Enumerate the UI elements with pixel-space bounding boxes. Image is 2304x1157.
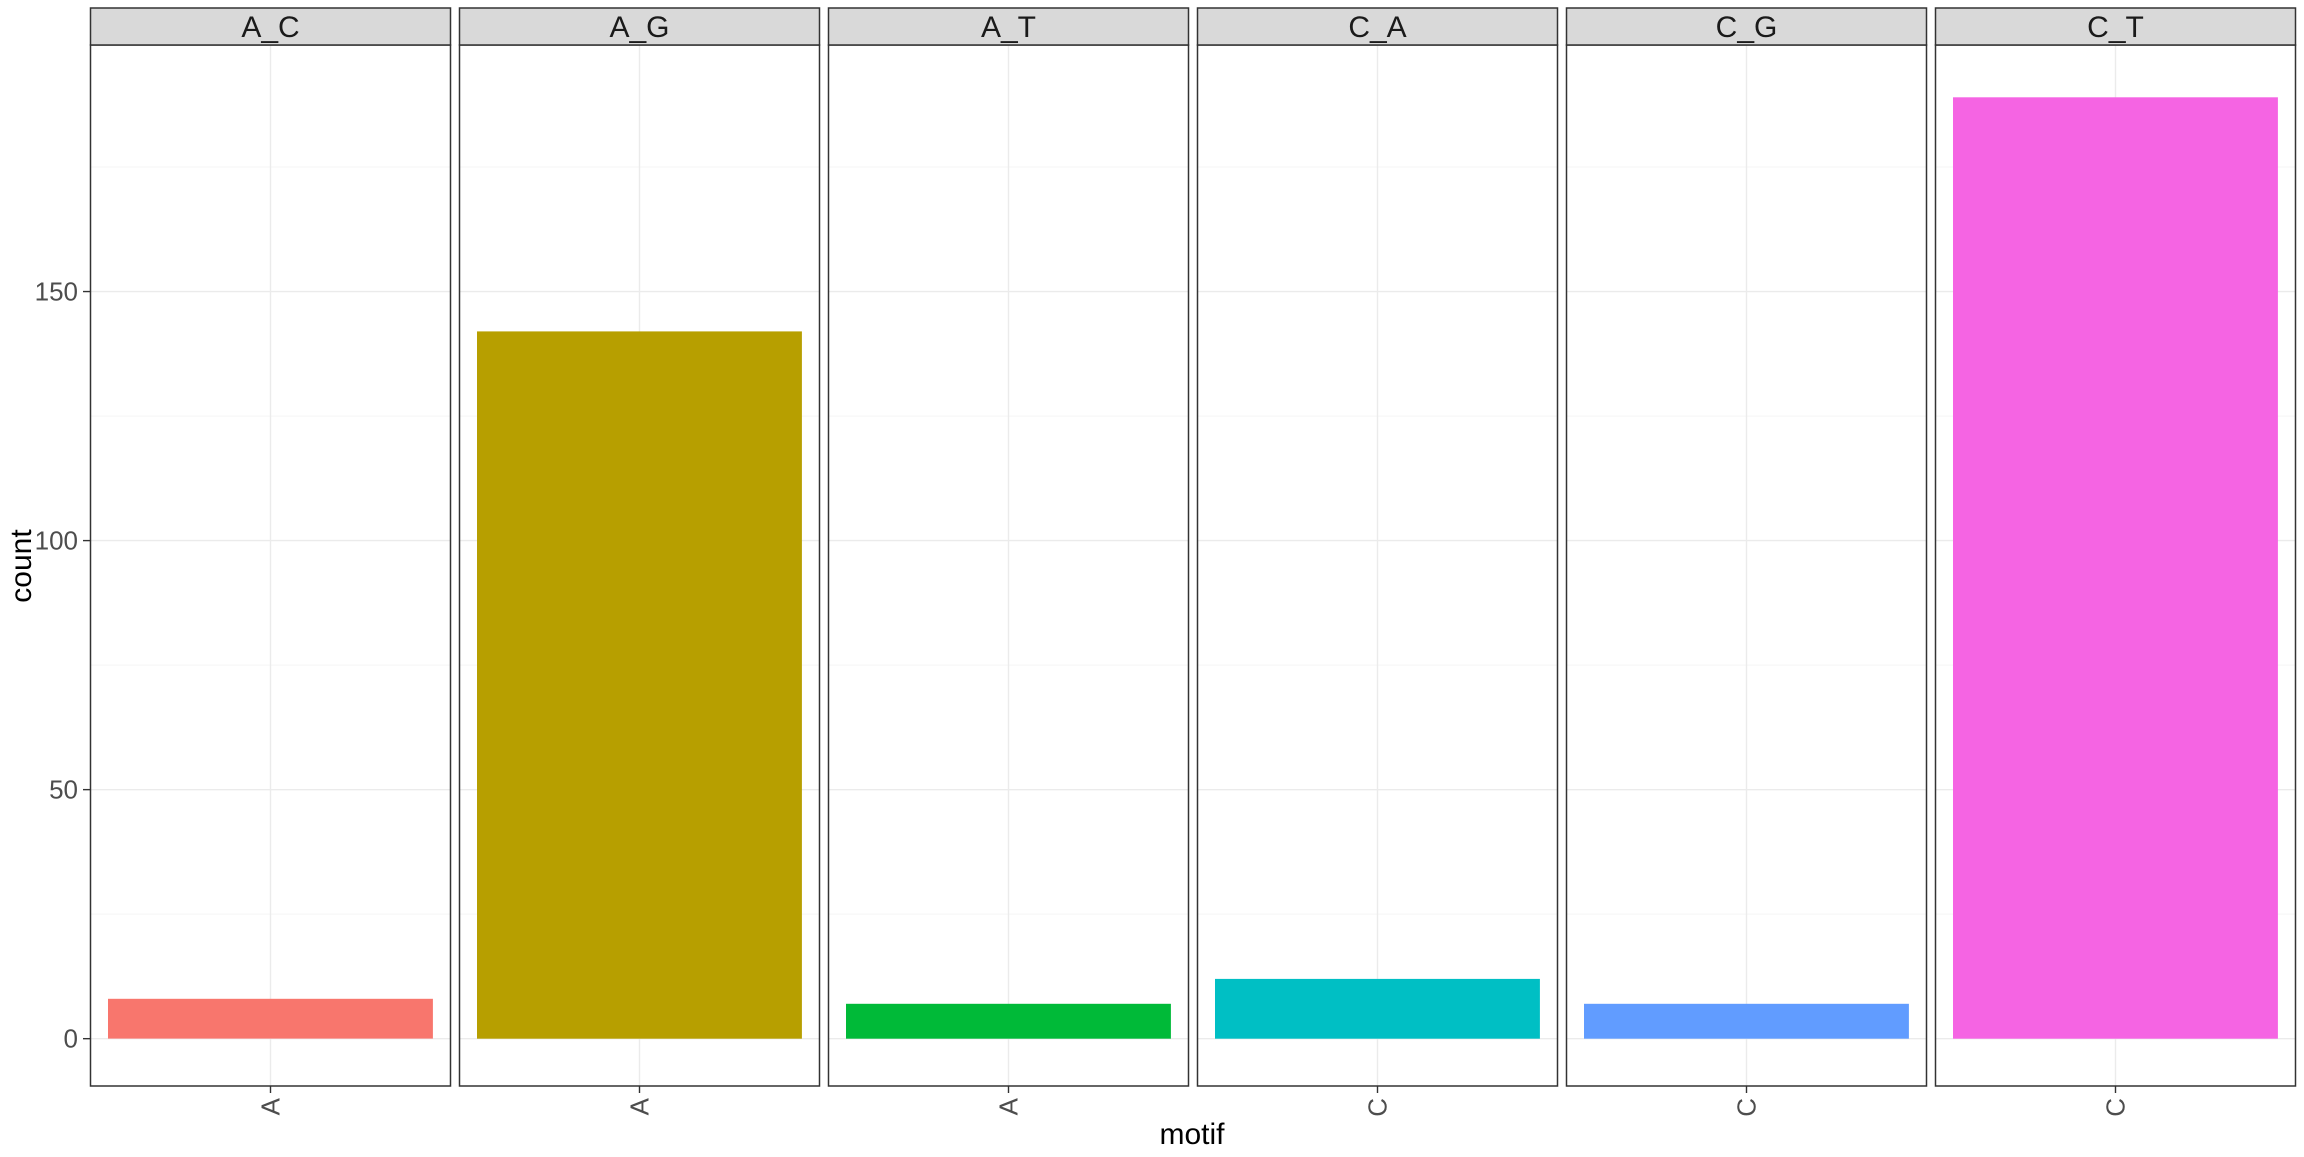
facet-strip-label: C_G [1716,11,1778,44]
x-tick-label: C [1732,1098,1762,1117]
y-axis-title: count [5,529,38,603]
facet-strip [458,7,821,46]
bar-a-g [477,331,802,1039]
x-tick-label: A [256,1097,286,1115]
y-tick-label: 100 [35,526,78,556]
facet-strip-label: C_T [2087,11,2144,44]
facet-strip [1196,7,1559,46]
x-axis-title: motif [1159,1118,1225,1151]
facet-panel-a-c: A_C A [89,7,452,1115]
axes-layer: 0 50 100 150 [35,277,90,1054]
facet-panel-a-g: A_G A [458,7,821,1115]
x-tick-label: C [1363,1098,1393,1117]
x-tick-label: C [2101,1098,2131,1117]
bar-c-g [1584,1003,1909,1039]
facet-strip [89,7,452,46]
bar-a-t [846,1003,1171,1039]
x-tick-label: A [625,1097,655,1115]
bar-c-t [1953,97,2278,1039]
facet-strip [1934,7,2297,46]
y-tick-label: 150 [35,277,78,307]
facet-panel-c-a: C_A C [1196,7,1559,1117]
facet-strip-label: C_A [1348,11,1406,44]
bar-c-a [1215,978,1540,1039]
facet-panel-c-g: C_G C [1565,7,1928,1117]
x-tick-label: A [994,1097,1024,1115]
panels-layer: A_C A A_G A A_T A C_A C C_G C C_T C [89,7,2297,1117]
facet-strip-label: A_C [241,11,299,44]
facet-panel-a-t: A_T A [827,7,1190,1115]
y-tick-label: 0 [64,1024,78,1054]
facet-strip [827,7,1190,46]
facet-panel-c-t: C_T C [1934,7,2297,1117]
y-tick-label: 50 [49,775,78,805]
bar-a-c [108,998,433,1039]
facet-strip-label: A_T [981,11,1036,44]
facet-strip-label: A_G [609,11,669,44]
facet-strip [1565,7,1928,46]
